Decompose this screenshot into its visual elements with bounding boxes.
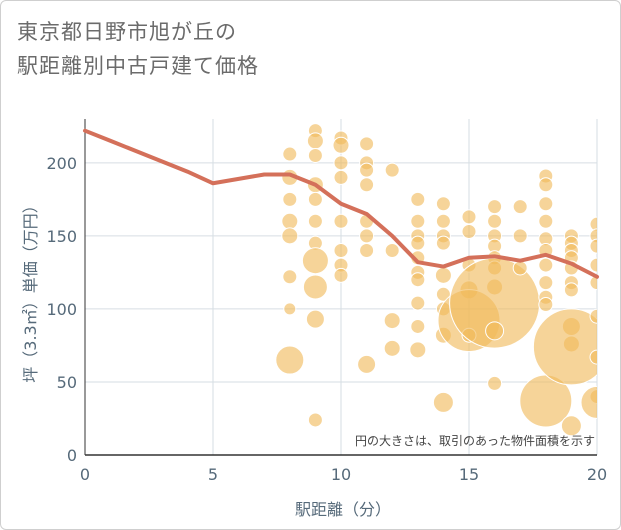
bubble-point (282, 146, 298, 162)
bubble-point (589, 216, 597, 232)
bubble-point (410, 295, 426, 311)
bubble-point (333, 267, 349, 283)
bubble-point (589, 349, 597, 365)
bubble-layer (275, 123, 597, 437)
bubble-point (359, 177, 375, 193)
bubble-point (589, 308, 597, 324)
chart-title-line-1: 東京都日野市旭が丘の (17, 20, 237, 44)
bubble-point (512, 260, 528, 276)
bubble-point (302, 274, 328, 300)
y-tick-label: 0 (67, 446, 77, 465)
y-tick-label: 50 (57, 373, 77, 392)
bubble-point (589, 275, 597, 291)
x-axis-title: 駅距離（分） (295, 500, 391, 519)
bubble-point (332, 136, 350, 154)
bubble-point (282, 191, 298, 207)
bubble-point (589, 257, 597, 273)
bubble-point (538, 257, 554, 273)
bubble-point (410, 213, 426, 229)
bubble-point (410, 272, 426, 288)
bubble-point (359, 162, 375, 178)
bubble-point (487, 213, 503, 229)
x-tick-label: 15 (459, 465, 479, 484)
bubble-point (538, 196, 554, 212)
bubble-point (333, 242, 349, 258)
bubble-point (307, 191, 323, 207)
bubble-point (410, 235, 426, 251)
x-tick-label: 20 (587, 465, 607, 484)
bubble-point (461, 223, 477, 239)
bubble-point (357, 354, 377, 374)
bubble-size-note: 円の大きさは、取引のあった物件面積を示す (355, 433, 595, 448)
bubble-point (409, 341, 427, 359)
bubble-point (512, 199, 528, 215)
x-tick-label: 5 (208, 465, 218, 484)
bubble-point (333, 169, 349, 185)
bubble-point (307, 148, 323, 164)
chart-title-line-2: 駅距離別中古戸建て価格 (17, 54, 259, 78)
bubble-point (434, 266, 452, 284)
bubble-point (485, 321, 505, 341)
bubble-point (305, 309, 325, 329)
y-tick-label: 150 (46, 227, 77, 246)
bubble-point (307, 412, 323, 428)
bubble-point (281, 227, 299, 245)
bubble-point (512, 228, 528, 244)
bubble-point (410, 191, 426, 207)
bubble-point (301, 247, 329, 275)
bubble-point (580, 385, 597, 419)
bubble-point (435, 235, 451, 251)
y-axis-title: 坪（3.3㎡）単価（万円） (21, 197, 40, 382)
bubble-point (281, 212, 299, 230)
bubble-point (487, 375, 503, 391)
bubble-point (589, 238, 597, 254)
bubble-point (560, 415, 582, 437)
bubble-point (538, 177, 554, 193)
chart-title: 東京都日野市旭が丘の 駅距離別中古戸建て価格 (17, 15, 259, 83)
bubble-point (383, 312, 401, 330)
x-tick-label: 0 (80, 465, 90, 484)
bubble-point (563, 282, 579, 298)
bubble-point (487, 199, 503, 215)
bubble-point (538, 213, 554, 229)
bubble-point (435, 213, 451, 229)
bubble-point (283, 302, 297, 316)
bubble-point (275, 345, 305, 375)
bubble-point (333, 213, 349, 229)
bubble-point (384, 162, 400, 178)
bubble-point (359, 228, 375, 244)
bubble-point (306, 132, 324, 150)
bubble-point (532, 308, 597, 386)
bubble-point (359, 136, 375, 152)
bubble-point (359, 242, 375, 258)
bubble-point (461, 209, 477, 225)
bubble-point (307, 213, 323, 229)
bubble-point (383, 339, 401, 357)
y-tick-label: 100 (46, 300, 77, 319)
bubble-point (432, 391, 454, 413)
bubble-point (410, 318, 426, 334)
x-tick-label: 10 (331, 465, 351, 484)
bubble-point (282, 269, 298, 285)
average-price-line (83, 128, 599, 279)
bubble-point (384, 242, 400, 258)
bubble-point (538, 297, 554, 313)
bubble-point (538, 275, 554, 291)
bubble-point (333, 155, 349, 171)
y-tick-label: 200 (46, 154, 77, 173)
bubble-point (435, 196, 451, 212)
